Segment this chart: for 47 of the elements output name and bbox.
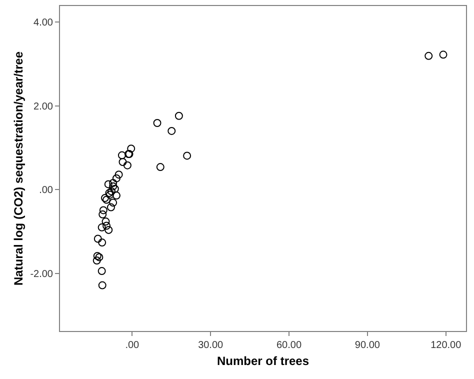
point bbox=[183, 152, 192, 160]
point bbox=[168, 126, 176, 135]
point bbox=[106, 203, 115, 212]
x-tick-label: 90.00 bbox=[354, 340, 380, 351]
point bbox=[102, 222, 111, 230]
y-axis-title: Natural log (CO2) sequestration/year/tree bbox=[12, 51, 26, 286]
point bbox=[109, 178, 118, 187]
point bbox=[92, 256, 101, 265]
x-tick-label: 120.00 bbox=[430, 340, 462, 351]
point bbox=[112, 192, 120, 200]
point bbox=[127, 144, 136, 153]
point bbox=[100, 194, 109, 202]
point bbox=[98, 223, 106, 232]
point bbox=[424, 52, 433, 60]
point bbox=[112, 174, 120, 182]
point bbox=[153, 119, 162, 127]
point bbox=[439, 50, 448, 59]
point bbox=[98, 238, 106, 247]
point bbox=[98, 267, 106, 276]
point bbox=[102, 196, 111, 204]
point bbox=[123, 161, 132, 170]
point bbox=[93, 252, 102, 260]
point bbox=[109, 182, 118, 190]
point bbox=[95, 253, 104, 262]
point bbox=[110, 184, 119, 193]
point bbox=[98, 210, 107, 218]
point bbox=[108, 187, 116, 196]
y-tick-label: 4.00 bbox=[34, 17, 54, 28]
point bbox=[118, 158, 127, 166]
x-tick-label: 30.00 bbox=[198, 340, 224, 351]
point bbox=[114, 170, 123, 179]
y-tick-label: .00 bbox=[39, 185, 54, 196]
point bbox=[156, 163, 164, 172]
point bbox=[102, 218, 110, 226]
point bbox=[99, 206, 108, 214]
y-tick-label: -2.00 bbox=[30, 269, 54, 280]
point bbox=[174, 112, 183, 120]
y-tick-label: 2.00 bbox=[34, 101, 54, 112]
point bbox=[118, 151, 126, 160]
point bbox=[104, 180, 112, 188]
point bbox=[94, 234, 102, 243]
x-tick-label: 60.00 bbox=[276, 340, 302, 351]
point bbox=[109, 198, 118, 207]
point bbox=[104, 226, 113, 234]
point bbox=[98, 281, 106, 290]
x-tick-label: .00 bbox=[125, 340, 140, 351]
x-axis-title: Number of trees bbox=[216, 354, 310, 368]
